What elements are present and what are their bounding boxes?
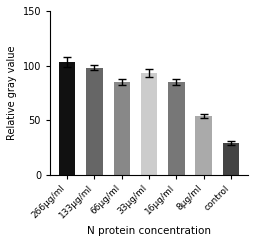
Bar	[222, 143, 238, 175]
X-axis label: N protein concentration: N protein concentration	[87, 226, 210, 236]
Bar	[59, 62, 75, 175]
Bar	[167, 82, 184, 175]
Bar	[86, 68, 102, 175]
Bar	[113, 82, 130, 175]
Y-axis label: Relative gray value: Relative gray value	[7, 45, 17, 140]
Bar	[140, 73, 157, 175]
Bar	[195, 116, 211, 175]
